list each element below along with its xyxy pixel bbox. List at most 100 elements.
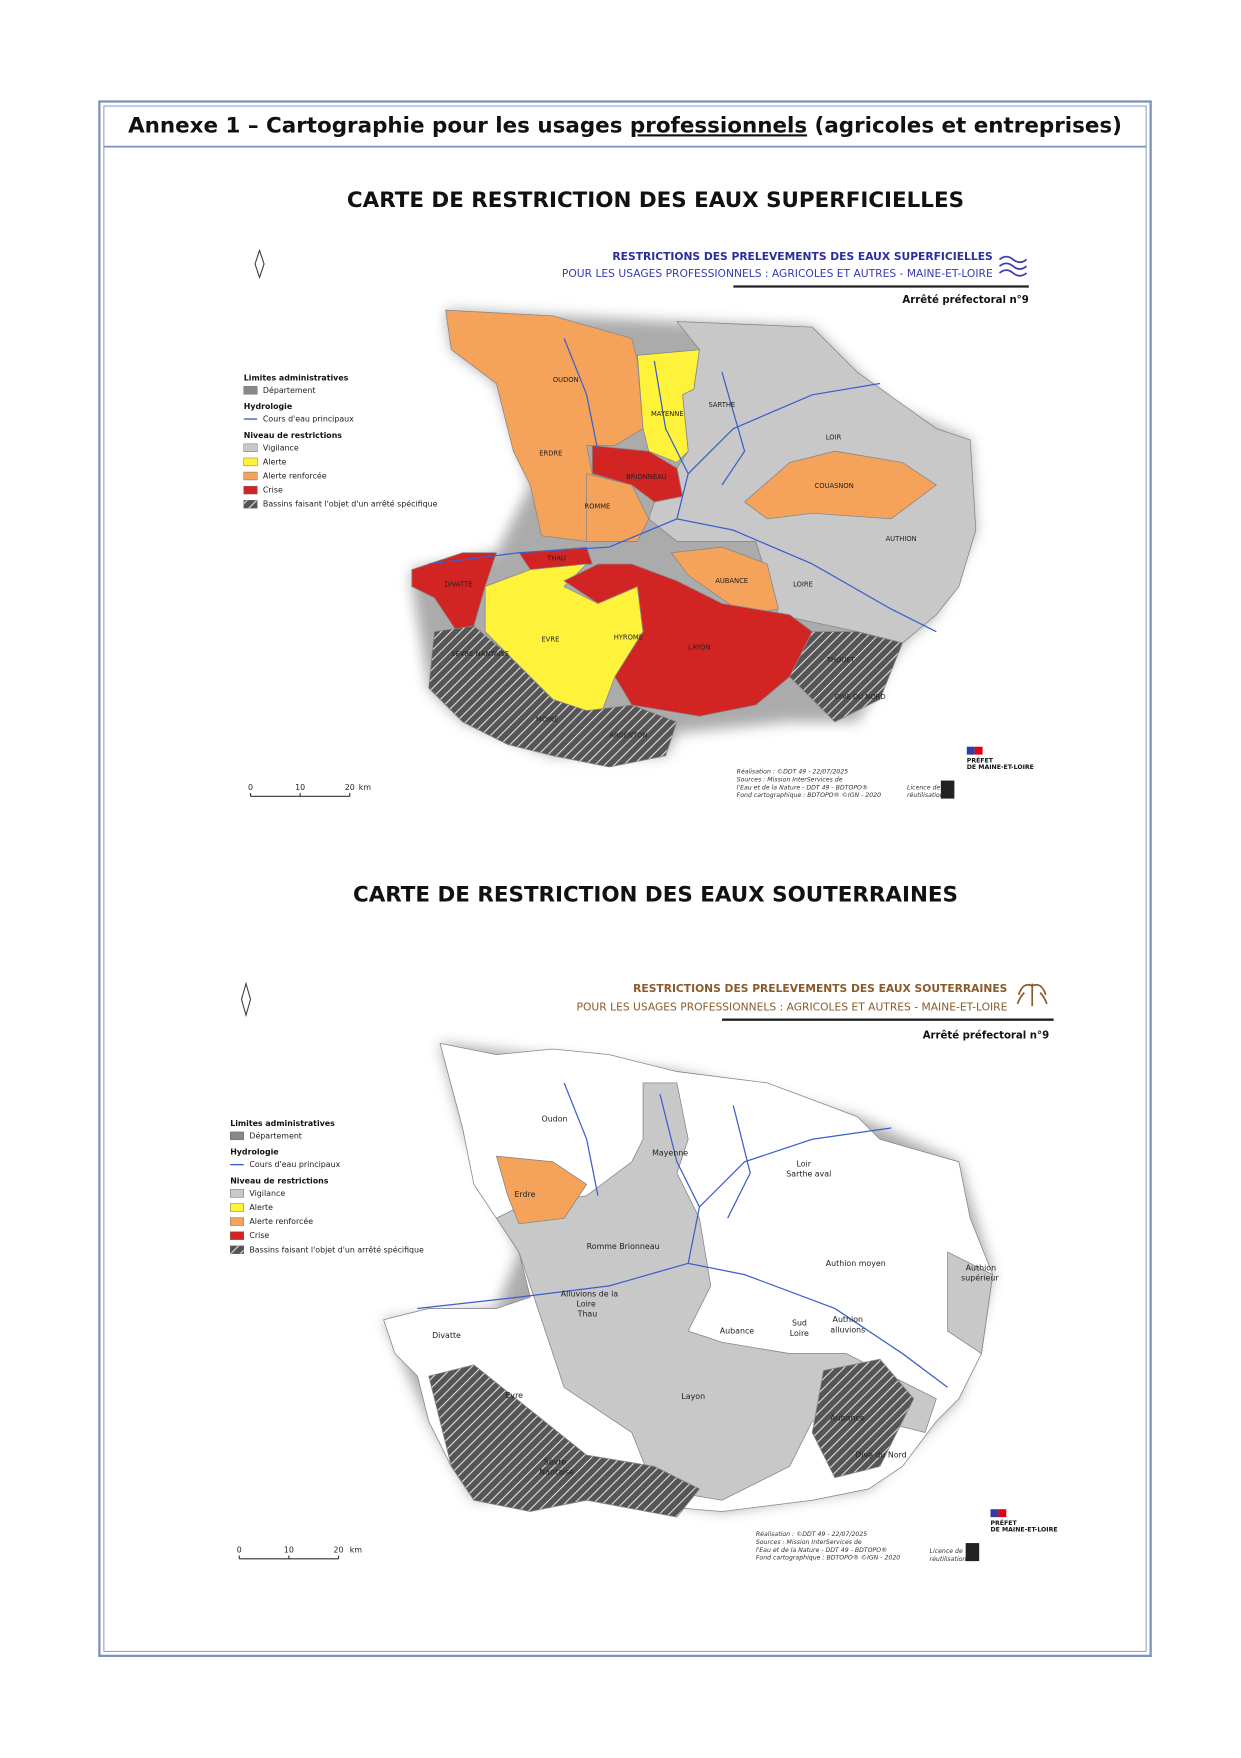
spring-icon (1016, 983, 1048, 1007)
legend-group-title: Limites administratives (244, 373, 349, 382)
legend-item: Cours d'eau principaux (249, 1160, 340, 1169)
basin-label: LAYON (688, 643, 710, 651)
basin-label: Divatte (432, 1331, 461, 1340)
basin-label: Thau (577, 1310, 598, 1319)
basin-label: Authion moyen (826, 1259, 886, 1268)
basin-labels: OUDON MAYENNE SARTHE LOIR ERDRE BRIONNEA… (445, 376, 917, 739)
legend-item: Bassins faisant l'objet d'un arrêté spéc… (249, 1244, 424, 1254)
map-subtitle: POUR LES USAGES PROFESSIONNELS : AGRICOL… (562, 267, 993, 280)
legend-group-title: Limites administratives (230, 1119, 335, 1128)
basin-label: Mayenne (652, 1148, 688, 1157)
map-groundwater: CARTE DE RESTRICTION DES EAUX SOUTERRAIN… (229, 883, 1058, 1563)
legend-group-title: Niveau de restrictions (244, 431, 343, 440)
region-alerte (636, 349, 700, 463)
legend-item: Alerte (249, 1203, 273, 1212)
decree: Arrêté préfectoral n°9 (902, 294, 1028, 306)
frame (98, 100, 1152, 1657)
map-surface: CARTE DE RESTRICTION DES EAUX SUPERFICIE… (243, 188, 1034, 799)
legend-swatch (229, 1217, 244, 1226)
basin-label: Oudon (542, 1114, 568, 1123)
basin-label: Authion (833, 1315, 863, 1324)
basin-label: LOIRE (793, 580, 813, 588)
legend: Limites administratives Département Hydrol… (243, 373, 438, 509)
basin-label: ROMME (584, 502, 610, 510)
title-underlined: professionnels (630, 113, 807, 138)
credits: Réalisation : ©DDT 49 - 22/07/2025 Sourc… (737, 746, 1034, 799)
basin-label: BRIONNEAU (626, 473, 667, 481)
legend-group-title: Hydrologie (230, 1148, 278, 1157)
region-alerte-renforcee (586, 473, 650, 542)
basin-label: Romme Brionneau (587, 1242, 660, 1251)
basin-label: SARTHE (708, 401, 735, 409)
basin-label: Alluvions de la (561, 1289, 619, 1298)
basin-label: DIVE DU NORD (835, 693, 886, 701)
legend-swatch (229, 1245, 244, 1254)
credit-line: Réalisation : ©DDT 49 - 22/07/2025 (756, 1530, 867, 1538)
prefect-label: PRÉFET (990, 1518, 1017, 1527)
scale-unit: km (350, 1545, 362, 1554)
legend-group-title: Hydrologie (244, 402, 292, 411)
water-icon (998, 255, 1028, 277)
scale-label: 10 (295, 783, 305, 792)
legend-item: Cours d'eau principaux (263, 415, 354, 424)
legend-item: Alerte renforcée (263, 471, 327, 481)
legend-swatch (229, 1203, 244, 1212)
basin-label: Nantaise (539, 1468, 574, 1477)
basin-label: Erdre (514, 1190, 535, 1199)
basin-label: COUASNON (815, 482, 854, 490)
map-title: RESTRICTIONS DES PRELEVEMENTS DES EAUX S… (633, 982, 1007, 995)
header-title: Annexe 1 – Cartographie pour les usages … (128, 113, 1122, 138)
legend-swatch (243, 485, 258, 495)
licence-icon (940, 780, 955, 799)
credit-line: Fond cartographique : BDTOPO® ©IGN - 202… (756, 1554, 900, 1562)
basin-label: EVRE (542, 636, 560, 644)
marianne-flag (966, 746, 975, 755)
scale-label: 10 (284, 1545, 294, 1554)
basin-label: Sarthe aval (786, 1170, 831, 1179)
legend-item: Département (249, 1130, 302, 1140)
basin-labels: Oudon Mayenne Loir Sarthe aval Erdre Rom… (432, 1114, 999, 1476)
marianne-flag (990, 1509, 999, 1518)
licence-label: réutilisation (907, 791, 944, 799)
scale-label: 0 (237, 1545, 242, 1554)
basin-label: ARGENTON (609, 731, 647, 739)
basin-label: Loir (796, 1160, 811, 1169)
basin-label: MOINE (536, 716, 558, 724)
prefect-label: DE MAINE-ET-LOIRE (990, 1527, 1057, 1534)
map-heading: CARTE DE RESTRICTION DES EAUX SOUTERRAIN… (353, 883, 958, 908)
legend-item: Département (263, 385, 316, 395)
basin-label: supérieur (961, 1272, 999, 1282)
river (428, 518, 937, 633)
region-alerte-renforcee (495, 1155, 588, 1225)
licence-label: Licence de (907, 784, 940, 791)
basin-label: THAU (546, 554, 566, 562)
scale-bar: 0 10 20 km (248, 783, 371, 797)
basin-label: Layon (681, 1392, 705, 1401)
basin-label: Loire (790, 1329, 809, 1338)
basin-label: MAYENNE (651, 410, 684, 418)
region-crise (518, 546, 593, 571)
basin-label: Sèvre (544, 1456, 567, 1466)
region-specific (428, 1364, 701, 1518)
legend-item: Bassins faisant l'objet d'un arrêté spéc… (263, 499, 438, 509)
decree: Arrêté préfectoral n°9 (923, 1029, 1049, 1041)
legend: Limites administratives Département Hydrol… (229, 1119, 424, 1254)
river (563, 1082, 892, 1264)
region-alerte-renforcee (670, 546, 779, 616)
basin-label: SEVRE NANTAISE (451, 650, 509, 658)
region-crise (563, 563, 813, 717)
legend-swatch (229, 1131, 244, 1141)
basin-label: Dive du Nord (855, 1451, 907, 1460)
marianne-flag (998, 1509, 1007, 1518)
scale-unit: km (359, 783, 371, 792)
prefect-label: DE MAINE-ET-LOIRE (967, 764, 1034, 771)
credit-line: Sources : Mission InterServices de (756, 1538, 862, 1546)
basin-label: Evre (505, 1391, 523, 1400)
basin-label: AUBANCE (715, 577, 748, 585)
region-specific (811, 1358, 915, 1479)
legend-item: Alerte (263, 457, 287, 466)
scale-label: 20 (333, 1545, 343, 1554)
basin-label: HYROME (614, 633, 643, 641)
